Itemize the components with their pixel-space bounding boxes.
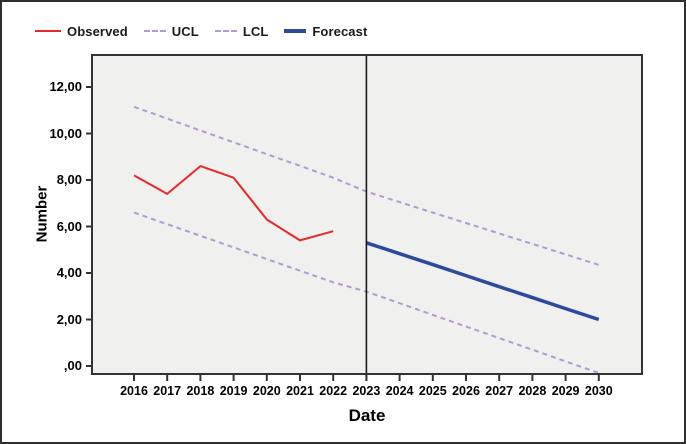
x-tick-label: 2020 — [252, 384, 281, 398]
x-tick-label: 2024 — [385, 384, 414, 398]
x-tick-label: 2023 — [352, 384, 381, 398]
x-tick-label: 2022 — [319, 384, 348, 398]
x-tick-label: 2016 — [120, 384, 148, 398]
y-tick-label: ,00 — [63, 358, 82, 373]
forecast-line — [365, 241, 600, 322]
legend-label-forecast: Forecast — [312, 23, 368, 39]
y-tick-label: 8,00 — [56, 172, 82, 187]
x-tick-label: 2026 — [452, 384, 480, 398]
legend-item-ucl: UCL — [143, 23, 199, 39]
legend-label-ucl: UCL — [171, 23, 199, 39]
y-tick-label: 12,00 — [49, 79, 82, 94]
legend-item-observed: Observed — [35, 24, 128, 39]
x-tick-label: 2025 — [418, 384, 447, 398]
x-tick-label: 2021 — [286, 384, 314, 398]
x-tick-label: 2028 — [518, 384, 547, 398]
x-axis-title: Date — [348, 406, 386, 425]
x-tick-label: 2019 — [219, 384, 248, 398]
ucl-line-sample — [143, 30, 166, 32]
y-axis-title: Number — [33, 185, 51, 243]
lcl-line-sample — [214, 30, 237, 32]
x-tick-label: 2018 — [186, 384, 215, 398]
legend-item-forecast: Forecast — [284, 24, 367, 39]
legend-item-lcl: LCL — [214, 23, 269, 39]
y-tick-label: 2,00 — [56, 311, 82, 327]
x-tick-label: 2017 — [153, 384, 182, 398]
observed-line — [133, 165, 334, 242]
legend-label-observed: Observed — [67, 23, 128, 39]
observed-line-sample — [35, 30, 61, 32]
legend-label-lcl: LCL — [242, 23, 269, 39]
forecast-line-sample — [284, 29, 307, 33]
y-tick-label: 6,00 — [56, 218, 82, 234]
chart-legend: Observed UCL LCL Forecast — [35, 23, 367, 39]
x-tick-label: 2029 — [551, 384, 580, 398]
y-tick-label: 10,00 — [49, 125, 82, 141]
x-tick-label: 2030 — [584, 384, 613, 398]
x-tick-label: 2027 — [485, 384, 514, 398]
y-tick-label: 4,00 — [56, 265, 82, 280]
